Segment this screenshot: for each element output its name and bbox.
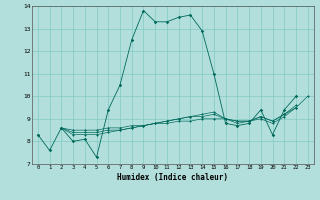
X-axis label: Humidex (Indice chaleur): Humidex (Indice chaleur) xyxy=(117,173,228,182)
